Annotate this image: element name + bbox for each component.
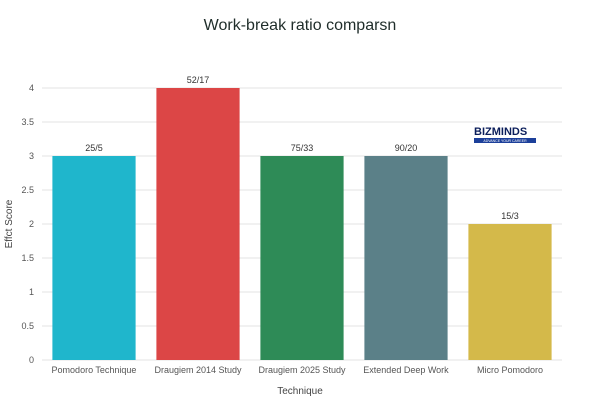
bizminds-logo-tagline: ADVANCE YOUR CAREER <box>483 139 527 143</box>
bizminds-logo-text: BIZMINDS <box>474 126 527 138</box>
chart-title: Work-break ratio comparsn <box>204 17 397 34</box>
x-tick-label: Draugiem 2025 Study <box>258 365 346 375</box>
bar <box>364 156 448 360</box>
data-label: 75/33 <box>291 143 314 153</box>
bar <box>260 156 344 360</box>
x-tick-label: Extended Deep Work <box>363 365 449 375</box>
data-label: 25/5 <box>85 143 103 153</box>
bars <box>52 88 552 360</box>
data-label: 15/3 <box>501 211 519 221</box>
bar <box>468 224 552 360</box>
y-tick-label: 1 <box>29 287 34 297</box>
data-label: 90/20 <box>395 143 418 153</box>
data-labels: 25/5 52/17 75/33 90/20 15/3 <box>85 75 519 221</box>
bar <box>156 88 240 360</box>
bizminds-logo: BIZMINDS ADVANCE YOUR CAREER <box>474 126 536 143</box>
x-tick-label: Draugiem 2014 Study <box>154 365 242 375</box>
x-axis-label: Technique <box>277 386 323 397</box>
y-tick-label: 0.5 <box>21 321 34 331</box>
x-tick-label: Pomodoro Technique <box>52 365 137 375</box>
bizminds-logo-band <box>474 138 536 143</box>
y-tick-label: 3 <box>29 151 34 161</box>
y-tick-label: 2 <box>29 219 34 229</box>
x-ticks: Pomodoro Technique Draugiem 2014 Study Dra… <box>52 365 543 375</box>
y-axis-label: Effct Score <box>4 199 15 248</box>
bar <box>52 156 136 360</box>
y-tick-label: 4 <box>29 83 34 93</box>
data-label: 52/17 <box>187 75 210 85</box>
y-ticks: 0 0.5 1 1.5 2 2.5 3 3.5 4 <box>21 83 34 365</box>
x-tick-label: Micro Pomodoro <box>477 365 543 375</box>
y-tick-label: 2.5 <box>21 185 34 195</box>
y-tick-label: 3.5 <box>21 117 34 127</box>
y-tick-label: 0 <box>29 355 34 365</box>
y-tick-label: 1.5 <box>21 253 34 263</box>
